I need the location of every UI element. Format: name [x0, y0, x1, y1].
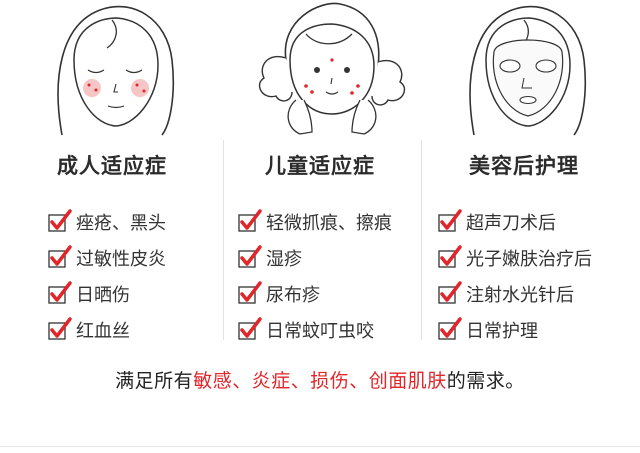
- adult-face-illustration: [57, 5, 175, 136]
- list-item: 日常蚊叮虫咬: [238, 312, 392, 348]
- summary-sentence: 满足所有敏感、炎症、损伤、创面肌肤的需求。: [0, 366, 640, 393]
- symptom-list: 痤疮、黑头 过敏性皮炎 日晒伤 红血丝: [48, 204, 166, 348]
- list-item-label: 日晒伤: [76, 285, 130, 306]
- list-item: 超声刀术后: [438, 204, 592, 240]
- red-checkmark-icon: [48, 281, 72, 304]
- column-adult: 成人适应症 痤疮、黑头 过敏性皮炎 日晒伤 红血丝: [12, 0, 212, 342]
- list-item: 光子嫩肤治疗后: [438, 240, 592, 276]
- list-item: 红血丝: [48, 312, 166, 348]
- list-item-label: 红血丝: [76, 321, 130, 342]
- column-heading: 儿童适应症: [265, 154, 375, 178]
- highlight-separator: 、: [349, 370, 369, 392]
- red-checkmark-icon: [238, 209, 262, 232]
- list-item: 尿布疹: [238, 276, 392, 312]
- list-item-label: 注射水光针后: [466, 285, 574, 306]
- highlight-term: 炎症: [251, 370, 291, 392]
- list-item: 日常护理: [438, 312, 592, 348]
- list-item: 轻微抓痕、擦痕: [238, 204, 392, 240]
- symptom-list: 超声刀术后 光子嫩肤治疗后 注射水光针后 日常护理: [438, 204, 592, 348]
- red-checkmark-icon: [438, 245, 462, 268]
- list-item-label: 湿疹: [266, 249, 302, 270]
- highlight-term: 损伤: [310, 370, 350, 392]
- red-checkmark-icon: [238, 245, 262, 268]
- symptom-list: 轻微抓痕、擦痕 湿疹 尿布疹 日常蚊叮虫咬: [238, 204, 392, 348]
- list-item-label: 超声刀术后: [466, 213, 556, 234]
- highlight-term: 敏感: [193, 370, 233, 392]
- list-item-label: 光子嫩肤治疗后: [466, 249, 592, 270]
- list-item: 痤疮、黑头: [48, 204, 166, 240]
- column-divider: [223, 140, 224, 340]
- list-item: 日晒伤: [48, 276, 166, 312]
- column-divider: [421, 140, 422, 340]
- list-item: 湿疹: [238, 240, 392, 276]
- list-item-label: 轻微抓痕、擦痕: [266, 213, 392, 234]
- highlight-term: 创面肌肤: [368, 370, 447, 392]
- list-item-label: 尿布疹: [266, 285, 320, 306]
- bottom-divider: [0, 446, 640, 447]
- summary-suffix: 的需求。: [446, 370, 525, 392]
- red-checkmark-icon: [438, 281, 462, 304]
- column-aesthetic: 美容后护理 超声刀术后 光子嫩肤治疗后 注射水光针后 日常护理: [424, 0, 624, 342]
- child-face-illustration: [258, 2, 406, 135]
- red-checkmark-icon: [48, 209, 72, 232]
- column-heading: 美容后护理: [469, 154, 579, 178]
- red-checkmark-icon: [48, 317, 72, 340]
- red-checkmark-icon: [48, 245, 72, 268]
- column-heading: 成人适应症: [57, 154, 167, 178]
- red-checkmark-icon: [438, 317, 462, 340]
- summary-prefix: 满足所有: [115, 370, 194, 392]
- highlight-separator: 、: [232, 370, 252, 392]
- list-item-label: 日常护理: [466, 321, 538, 342]
- red-checkmark-icon: [238, 281, 262, 304]
- red-checkmark-icon: [238, 317, 262, 340]
- list-item-label: 日常蚊叮虫咬: [266, 321, 374, 342]
- column-child: 儿童适应症 轻微抓痕、擦痕 湿疹 尿布疹 日常蚊叮虫咬: [220, 0, 420, 342]
- list-item-label: 过敏性皮炎: [76, 249, 166, 270]
- red-checkmark-icon: [438, 209, 462, 232]
- list-item: 注射水光针后: [438, 276, 592, 312]
- face-mask-illustration: [469, 5, 587, 136]
- list-item: 过敏性皮炎: [48, 240, 166, 276]
- highlight-separator: 、: [290, 370, 311, 392]
- list-item-label: 痤疮、黑头: [76, 213, 166, 234]
